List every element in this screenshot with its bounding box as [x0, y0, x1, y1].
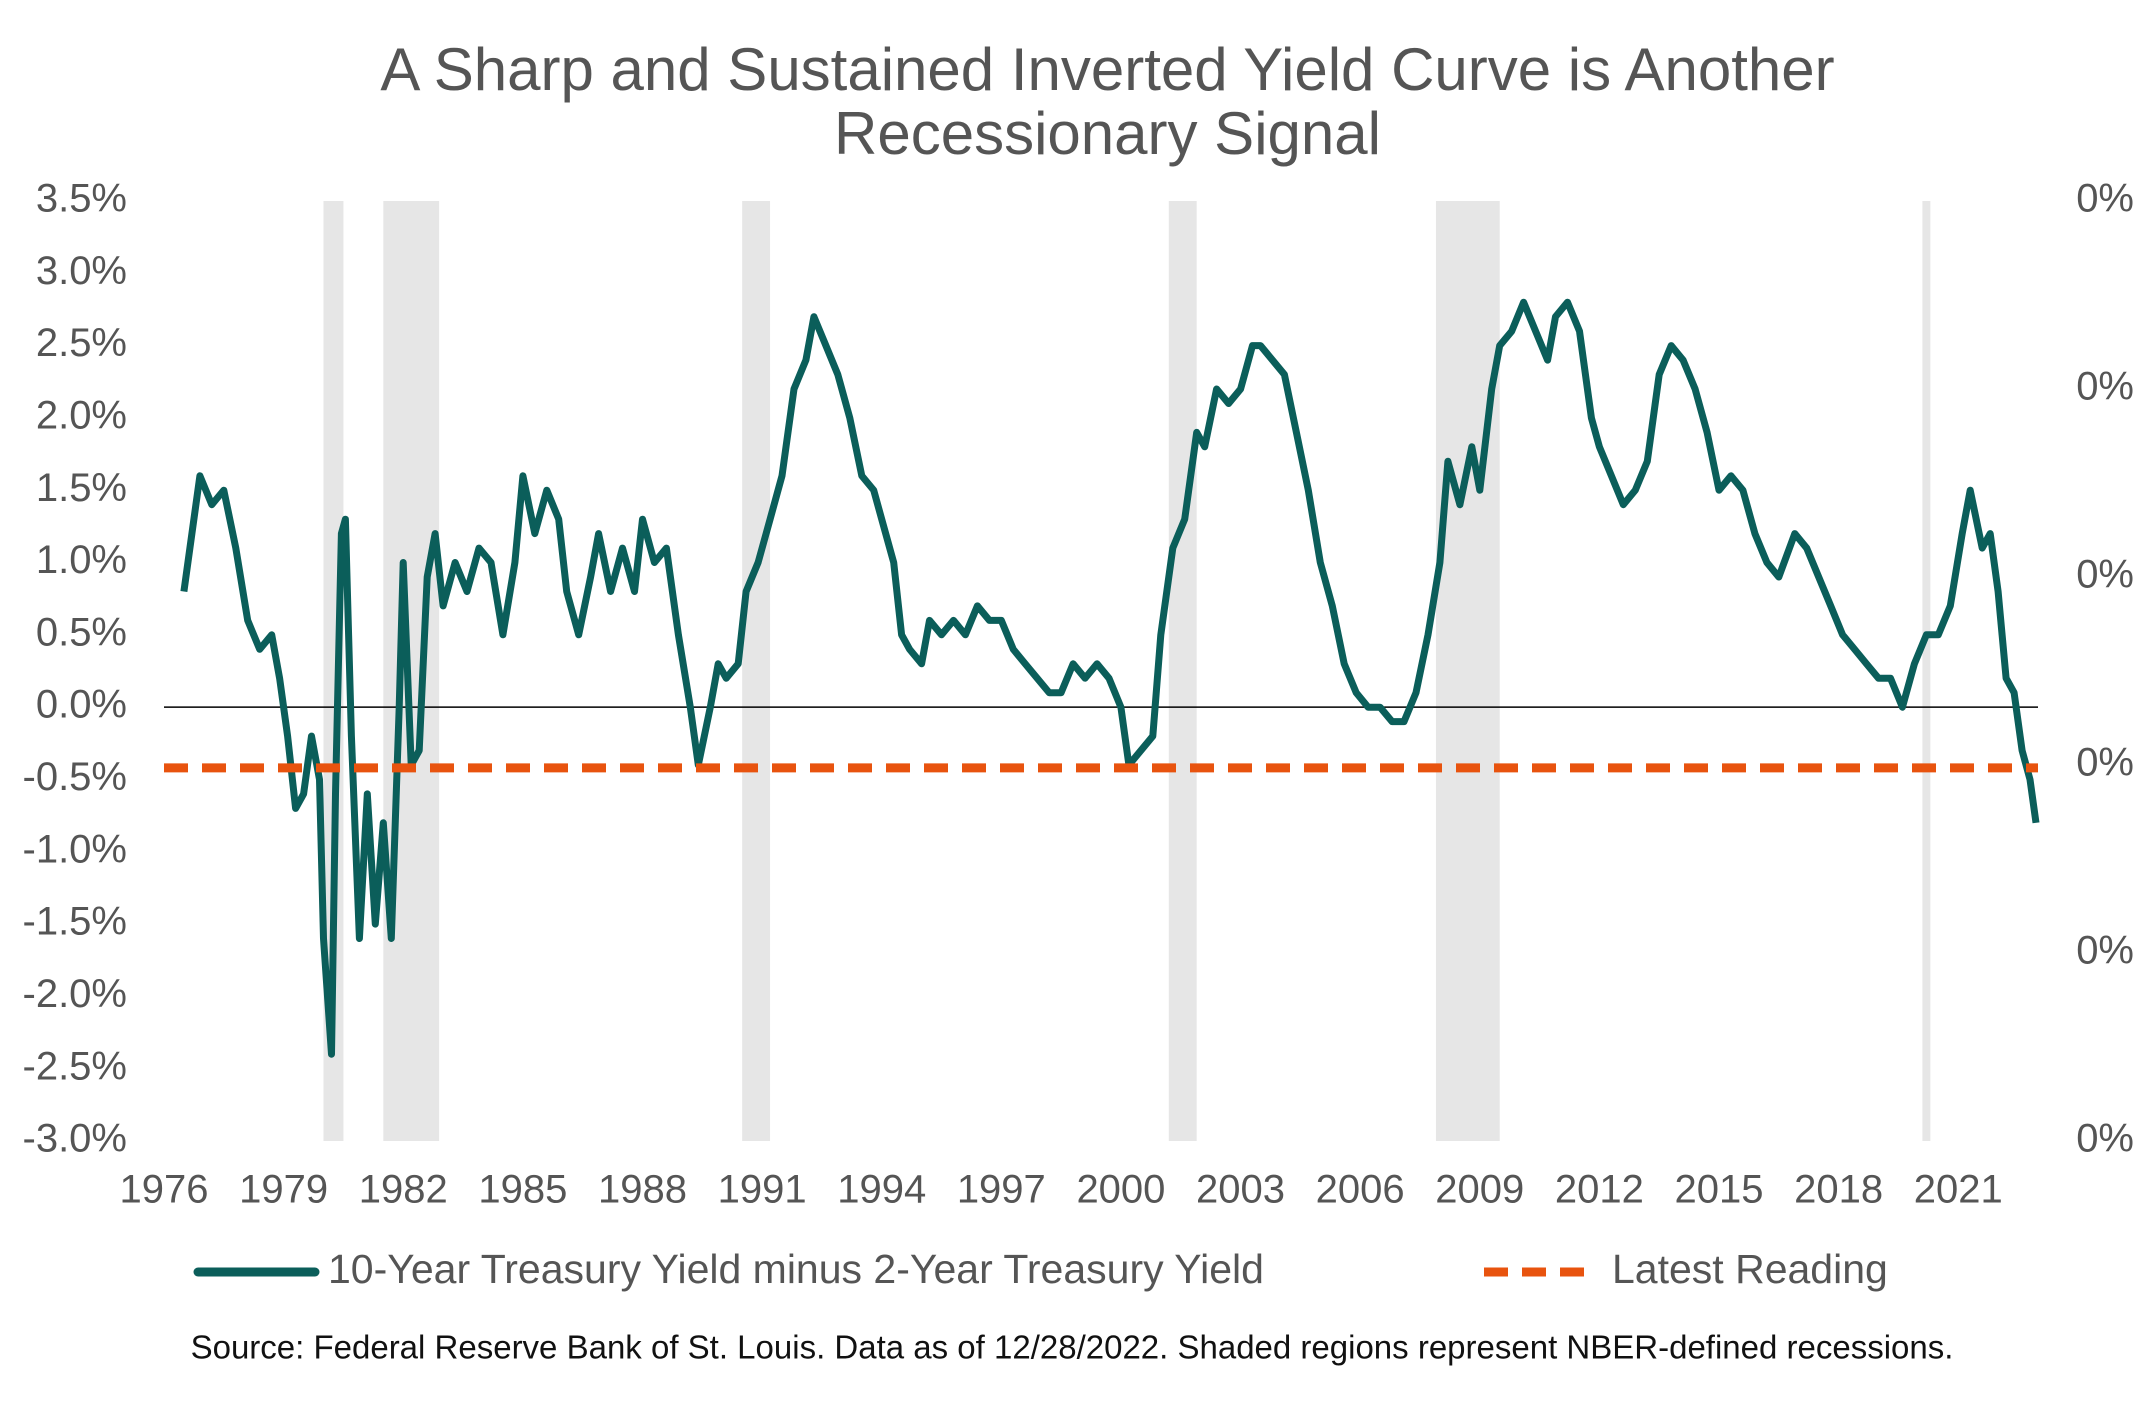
y-tick-label: 1.0%	[36, 538, 127, 582]
y-tick-label: 0.5%	[36, 610, 127, 654]
recession-band	[742, 201, 771, 1141]
source-note: Source: Federal Reserve Bank of St. Loui…	[191, 1329, 1954, 1366]
recession-band	[383, 201, 440, 1141]
x-tick-label: 2012	[1555, 1168, 1644, 1212]
x-tick-label: 1988	[598, 1168, 687, 1212]
y-tick-label: -2.5%	[23, 1044, 128, 1088]
x-tick-label: 1982	[359, 1168, 448, 1212]
y2-tick-label: 0%	[2076, 741, 2134, 785]
recession-band	[1922, 201, 1931, 1141]
y-tick-label: 0.0%	[36, 683, 127, 727]
spread-line	[180, 298, 2040, 1058]
y-tick-label: -3.0%	[23, 1117, 128, 1161]
recession-band	[1168, 201, 1197, 1141]
y-tick-label: -2.0%	[23, 972, 128, 1016]
x-tick-label: 1994	[837, 1168, 926, 1212]
x-tick-label: 1979	[239, 1168, 328, 1212]
y-tick-label: 3.5%	[36, 177, 127, 221]
y2-tick-label: 0%	[2076, 553, 2134, 597]
x-tick-label: 1997	[957, 1168, 1046, 1212]
x-tick-label: 2003	[1196, 1168, 1285, 1212]
legend-label: 10-Year Treasury Yield minus 2-Year Trea…	[328, 1246, 1264, 1292]
y2-tick-label: 0%	[2076, 177, 2134, 221]
y-tick-label: 1.5%	[36, 466, 127, 510]
y-tick-label: -1.0%	[23, 827, 128, 871]
y-tick-label: 3.0%	[36, 249, 127, 293]
x-tick-label: 2009	[1435, 1168, 1524, 1212]
y2-tick-label: 0%	[2076, 929, 2134, 973]
legend-label: Latest Reading	[1612, 1246, 1888, 1292]
x-tick-label: 2015	[1675, 1168, 1764, 1212]
y-tick-label: -1.5%	[23, 900, 128, 944]
x-tick-label: 2000	[1076, 1168, 1165, 1212]
chart-title: A Sharp and Sustained Inverted Yield Cur…	[380, 36, 1835, 167]
y-tick-label: 2.0%	[36, 393, 127, 437]
y2-tick-label: 0%	[2076, 1117, 2134, 1161]
y-tick-label: -0.5%	[23, 755, 128, 799]
y2-tick-label: 0%	[2076, 365, 2134, 409]
x-tick-label: 1976	[120, 1168, 209, 1212]
y-tick-label: 2.5%	[36, 321, 127, 365]
recession-band	[323, 201, 344, 1141]
x-tick-label: 2021	[1914, 1168, 2003, 1212]
recession-band	[1435, 201, 1500, 1141]
x-tick-label: 2006	[1316, 1168, 1405, 1212]
x-tick-label: 1985	[478, 1168, 567, 1212]
x-tick-label: 2018	[1794, 1168, 1883, 1212]
x-tick-label: 1991	[718, 1168, 807, 1212]
